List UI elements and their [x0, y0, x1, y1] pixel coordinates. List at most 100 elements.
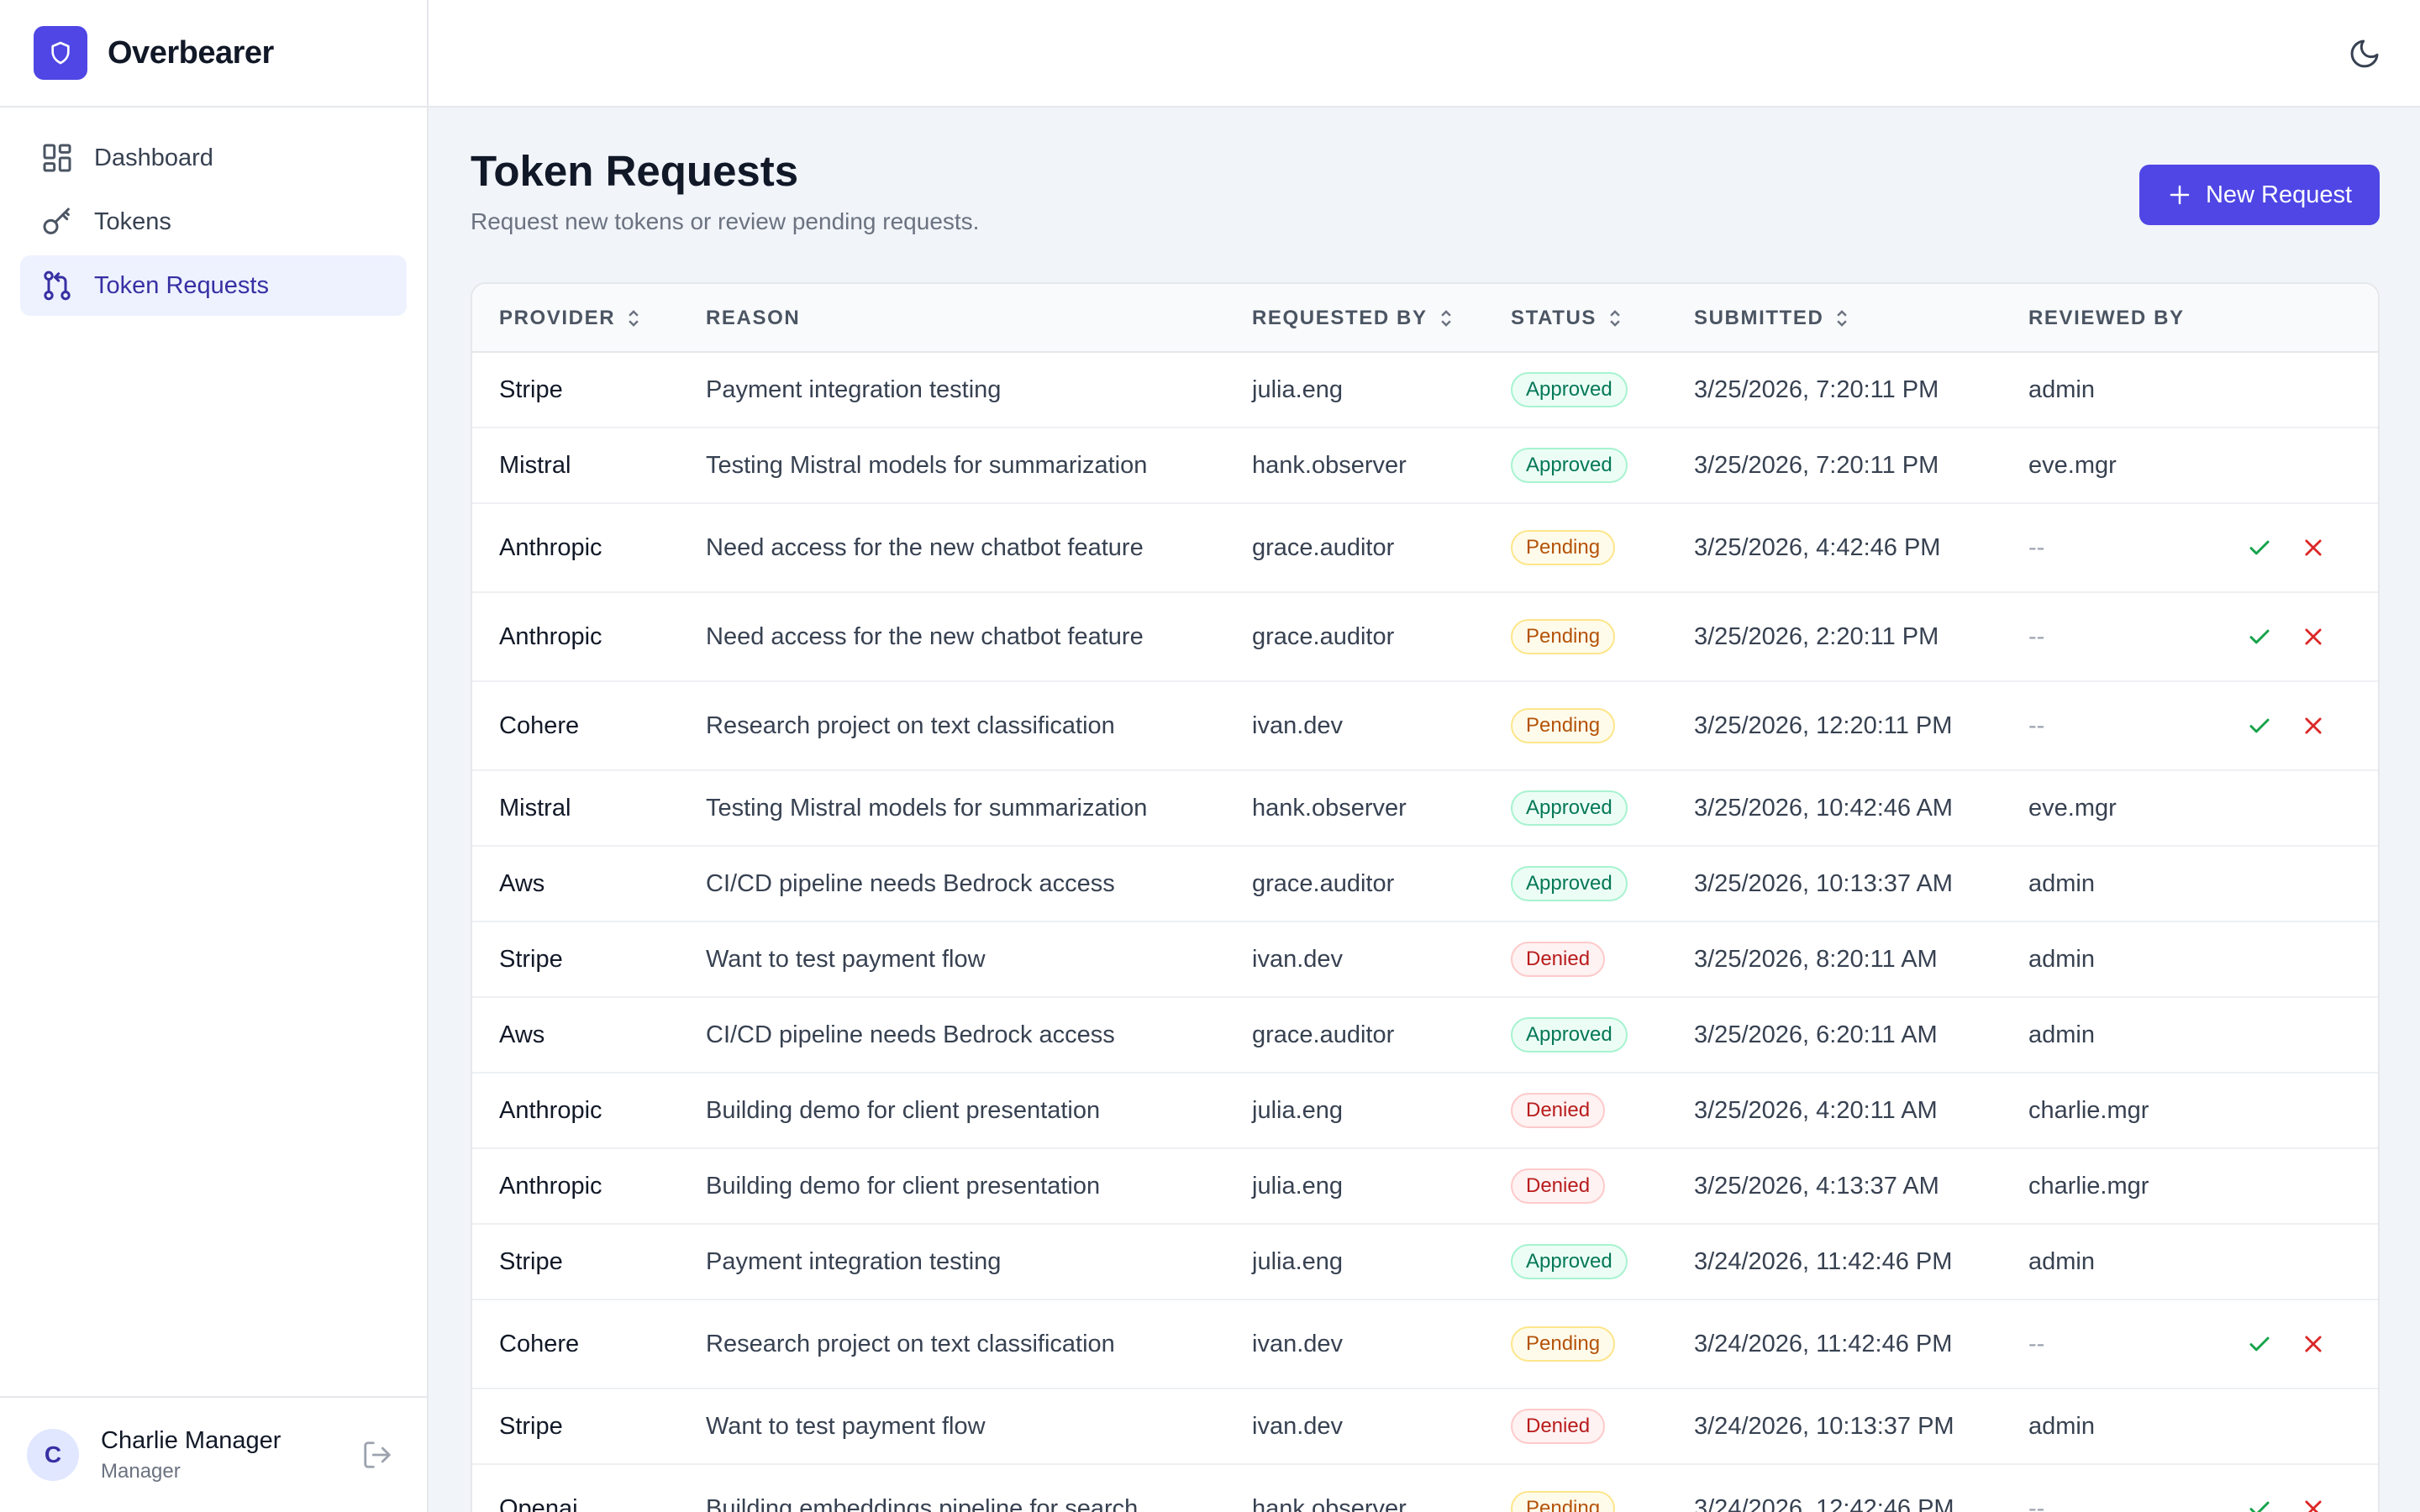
cell-reason: Testing Mistral models for summarization [706, 794, 1148, 822]
cell-status: Approved [1511, 998, 1628, 1072]
deny-x-icon[interactable] [2299, 1494, 2328, 1512]
table-row: Mistral Testing Mistral models for summar… [472, 771, 2378, 847]
status-badge: Approved [1511, 790, 1628, 826]
cell-requested-by: ivan.dev [1252, 1330, 1344, 1357]
cell-provider: Stripe [499, 1247, 563, 1275]
table-row: Openai Building embeddings pipeline for s… [472, 1465, 2378, 1512]
cell-reviewed-by: admin [2028, 1021, 2095, 1048]
cell-submitted: 3/25/2026, 12:20:11 PM [1694, 711, 1953, 739]
deny-x-icon[interactable] [2299, 711, 2328, 740]
cell-status: Pending [1511, 682, 1616, 769]
column-header-reason: REASON [706, 307, 801, 329]
sidebar-item-token-requests[interactable]: Token Requests [20, 255, 407, 316]
column-header-status[interactable]: STATUS [1511, 284, 1623, 353]
cell-provider: Cohere [499, 711, 580, 739]
table-row: Aws CI/CD pipeline needs Bedrock access gr… [472, 998, 2378, 1074]
cell-reviewed-by: charlie.mgr [2028, 1096, 2149, 1124]
table-header: PROVIDER REASON REQUESTED BY STATUS SUBM… [472, 284, 2378, 353]
cell-requested-by: julia.eng [1252, 1096, 1344, 1124]
cell-reviewed-by: admin [2028, 869, 2095, 897]
row-actions [2245, 1300, 2328, 1388]
shield-logo-icon [34, 26, 87, 80]
cell-submitted: 3/25/2026, 4:13:37 AM [1694, 1172, 1939, 1200]
cell-status: Denied [1511, 922, 1606, 996]
status-badge: Pending [1511, 619, 1616, 654]
cell-submitted: 3/24/2026, 11:42:46 PM [1694, 1247, 1953, 1275]
cell-status: Pending [1511, 593, 1616, 680]
sidebar-item-dashboard[interactable]: Dashboard [20, 128, 407, 188]
cell-provider: Anthropic [499, 1096, 602, 1124]
table-row: Cohere Research project on text classific… [472, 682, 2378, 771]
cell-status: Denied [1511, 1074, 1606, 1147]
table-row: Aws CI/CD pipeline needs Bedrock access gr… [472, 847, 2378, 922]
logout-icon[interactable] [361, 1439, 393, 1471]
table-row: Anthropic Building demo for client presen… [472, 1074, 2378, 1149]
moon-icon[interactable] [2348, 37, 2381, 71]
sidebar-item-tokens[interactable]: Tokens [20, 192, 407, 252]
cell-provider: Anthropic [499, 533, 602, 561]
table-body: Stripe Payment integration testing julia.e… [472, 353, 2378, 1512]
cell-reviewed-by: eve.mgr [2028, 794, 2117, 822]
cell-submitted: 3/25/2026, 4:42:46 PM [1694, 533, 1941, 561]
deny-x-icon[interactable] [2299, 1330, 2328, 1358]
column-header-requested-by[interactable]: REQUESTED BY [1252, 284, 1455, 353]
cell-requested-by: julia.eng [1252, 375, 1344, 403]
cell-reviewed-by: -- [2028, 533, 2045, 561]
row-actions [2245, 504, 2328, 591]
column-header-submitted[interactable]: SUBMITTED [1694, 284, 1850, 353]
avatar[interactable]: C [27, 1429, 79, 1481]
cell-submitted: 3/25/2026, 7:20:11 PM [1694, 375, 1939, 403]
cell-status: Denied [1511, 1149, 1606, 1223]
column-header-provider[interactable]: PROVIDER [499, 284, 642, 353]
user-profile: C Charlie Manager Manager [0, 1396, 427, 1512]
status-badge: Pending [1511, 1326, 1616, 1362]
status-badge: Approved [1511, 372, 1628, 407]
new-request-button[interactable]: New Request [2139, 165, 2380, 225]
deny-x-icon[interactable] [2299, 533, 2328, 562]
sort-icon [1837, 310, 1848, 327]
new-request-label: New Request [2205, 181, 2353, 208]
cell-status: Pending [1511, 1300, 1616, 1388]
table-row: Stripe Payment integration testing julia.e… [472, 1225, 2378, 1300]
user-role: Manager [101, 1459, 181, 1483]
approve-check-icon[interactable] [2245, 533, 2274, 562]
status-badge: Approved [1511, 866, 1628, 901]
sidebar-item-label: Dashboard [94, 144, 213, 171]
row-actions [2245, 682, 2328, 769]
approve-check-icon[interactable] [2245, 1330, 2274, 1358]
cell-provider: Mistral [499, 451, 571, 479]
cell-reason: Want to test payment flow [706, 945, 986, 973]
top-bar [429, 0, 2420, 108]
cell-submitted: 3/25/2026, 2:20:11 PM [1694, 622, 1939, 650]
page-title: Token Requests [471, 147, 799, 195]
cell-submitted: 3/24/2026, 12:42:46 PM [1694, 1494, 1954, 1512]
deny-x-icon[interactable] [2299, 622, 2328, 651]
table-row: Stripe Want to test payment flow ivan.dev D… [472, 1389, 2378, 1465]
row-actions [2245, 1465, 2328, 1512]
cell-status: Pending [1511, 504, 1616, 591]
cell-submitted: 3/25/2026, 10:42:46 AM [1694, 794, 1953, 822]
status-badge: Approved [1511, 448, 1628, 483]
brand[interactable]: Overbearer [0, 0, 427, 108]
cell-reviewed-by: -- [2028, 1330, 2045, 1357]
cell-requested-by: julia.eng [1252, 1247, 1344, 1275]
cell-reason: Want to test payment flow [706, 1412, 986, 1440]
cell-provider: Aws [499, 1021, 545, 1048]
approve-check-icon[interactable] [2245, 711, 2274, 740]
status-badge: Pending [1511, 530, 1616, 565]
cell-reason: Building demo for client presentation [706, 1096, 1101, 1124]
cell-provider: Stripe [499, 1412, 563, 1440]
status-badge: Denied [1511, 942, 1606, 977]
cell-submitted: 3/25/2026, 10:13:37 AM [1694, 869, 1953, 897]
sort-icon [1440, 310, 1451, 327]
cell-submitted: 3/24/2026, 10:13:37 PM [1694, 1412, 1954, 1440]
cell-status: Denied [1511, 1389, 1606, 1463]
key-icon [43, 207, 70, 234]
table-row: Stripe Want to test payment flow ivan.dev D… [472, 922, 2378, 998]
sidebar: Overbearer Dashboard Tokens Token Reques… [0, 0, 429, 1512]
table-row: Anthropic Building demo for client presen… [472, 1149, 2378, 1225]
cell-reason: Need access for the new chatbot feature [706, 533, 1144, 561]
approve-check-icon[interactable] [2245, 1494, 2274, 1512]
table-row: Stripe Payment integration testing julia.e… [472, 353, 2378, 428]
approve-check-icon[interactable] [2245, 622, 2274, 651]
